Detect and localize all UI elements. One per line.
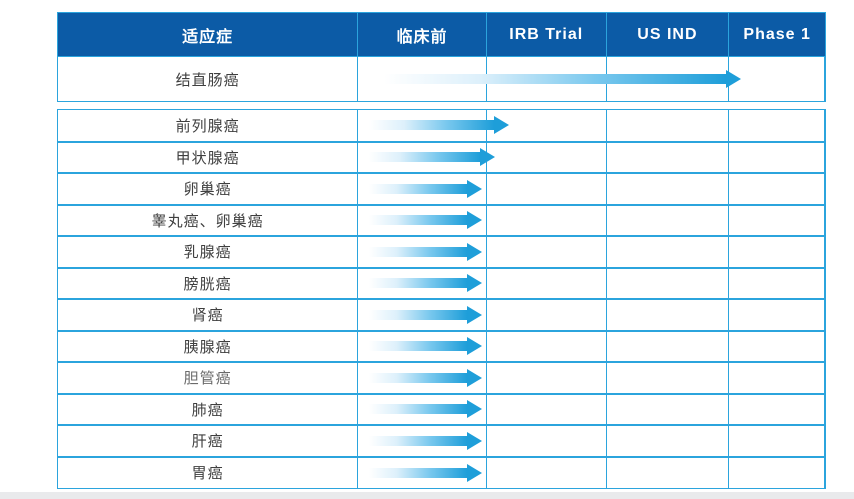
stage-cell: [607, 300, 730, 330]
stage-cell: [487, 142, 607, 172]
stage-cell: [607, 205, 730, 235]
stage-cell: [487, 268, 607, 298]
indication-label: 肝癌: [58, 426, 359, 456]
stage-cell: [729, 394, 826, 424]
stage-cell: [607, 363, 730, 393]
indication-rows-block: 前列腺癌 甲状腺癌 卵巢癌 睾丸癌、卵巢癌 乳腺癌 膀胱癌 肾癌 胰腺癌 胆管癌 肺癌 肝癌 胃癌: [57, 109, 826, 489]
stage-cell: [607, 174, 730, 204]
stage-cell: [729, 57, 826, 101]
indication-row: 肝癌: [58, 425, 826, 457]
stage-cell: [487, 457, 607, 488]
stage-cell: [358, 174, 487, 204]
stage-cell: [607, 237, 730, 267]
stage-cell: [729, 300, 826, 330]
indication-row: 睾丸癌、卵巢癌: [58, 204, 826, 236]
stage-cell: [487, 57, 607, 101]
stage-cell: [358, 142, 487, 172]
column-header-2: IRB Trial: [487, 13, 607, 56]
indication-row: 结直肠癌: [58, 56, 826, 101]
indication-label: 胰腺癌: [58, 331, 359, 361]
indication-row: 卵巢癌: [58, 173, 826, 205]
stage-cell: [607, 331, 730, 361]
stage-cell: [729, 331, 826, 361]
column-header-3: US IND: [607, 13, 730, 56]
stage-cell: [607, 57, 730, 101]
stage-cell: [487, 363, 607, 393]
stage-cell: [358, 363, 487, 393]
indication-label: 睾丸癌、卵巢癌: [58, 205, 359, 235]
stage-cell: [729, 426, 826, 456]
indication-row: 肾癌: [58, 299, 826, 331]
stage-cell: [358, 457, 487, 488]
column-header-4: Phase 1: [743, 25, 811, 43]
stage-cell: [487, 110, 607, 141]
indication-label: 膀胱癌: [58, 268, 359, 298]
stage-cell: [729, 237, 826, 267]
indication-label: 前列腺癌: [58, 110, 359, 141]
stage-cell: [487, 174, 607, 204]
indication-label: 胆管癌: [58, 363, 359, 393]
indication-row: 乳腺癌: [58, 236, 826, 268]
row-gap: [57, 102, 826, 109]
stage-cell: [607, 426, 730, 456]
stage-cell: [729, 268, 826, 298]
stage-cell: [358, 426, 487, 456]
table-header-row: 适应症 临床前 IRB Trial US IND Phase 1: [58, 13, 825, 56]
indication-row: 胆管癌: [58, 362, 826, 394]
indication-label: 肾癌: [58, 300, 359, 330]
stage-cell: [358, 394, 487, 424]
stage-cell: [358, 110, 487, 141]
stage-cell: [487, 205, 607, 235]
stage-cell: [358, 300, 487, 330]
stage-cell: [487, 394, 607, 424]
stage-cell: [607, 394, 730, 424]
indication-row: 前列腺癌: [58, 110, 826, 142]
stage-cell: [729, 142, 826, 172]
indication-label: 卵巢癌: [58, 174, 359, 204]
stage-cell: [729, 110, 826, 141]
stage-cell: [358, 237, 487, 267]
header-and-lead-row-block: 适应症 临床前 IRB Trial US IND Phase 1 结直肠癌: [57, 12, 826, 102]
bottom-strip: [0, 492, 854, 499]
indication-row: 胰腺癌: [58, 330, 826, 362]
stage-cell: [358, 57, 487, 101]
indication-row: 肺癌: [58, 393, 826, 425]
stage-cell: [487, 237, 607, 267]
stage-cell: [358, 205, 487, 235]
stage-cell: [607, 110, 730, 141]
stage-cell: [607, 457, 730, 488]
stage-cell: [487, 300, 607, 330]
stage-cell: [358, 331, 487, 361]
indication-label: 肺癌: [58, 394, 359, 424]
indication-label: 结直肠癌: [58, 57, 359, 101]
stage-cell: [487, 426, 607, 456]
indication-label: 胃癌: [58, 457, 359, 488]
stage-cell: [729, 174, 826, 204]
indication-label: 甲状腺癌: [58, 142, 359, 172]
column-header-1: 临床前: [358, 13, 487, 56]
indication-row: 甲状腺癌: [58, 141, 826, 173]
pipeline-table: 适应症 临床前 IRB Trial US IND Phase 1 结直肠癌 前列腺癌 甲状…: [57, 12, 826, 489]
column-header-0: 适应症: [58, 13, 359, 56]
indication-row: 膀胱癌: [58, 267, 826, 299]
indication-row: 胃癌: [58, 456, 826, 488]
stage-cell: [607, 142, 730, 172]
stage-cell: [729, 205, 826, 235]
stage-cell: [487, 331, 607, 361]
stage-cell: [358, 268, 487, 298]
stage-cell: [729, 457, 826, 488]
indication-label: 乳腺癌: [58, 237, 359, 267]
stage-cell: [607, 268, 730, 298]
stage-cell: [729, 363, 826, 393]
